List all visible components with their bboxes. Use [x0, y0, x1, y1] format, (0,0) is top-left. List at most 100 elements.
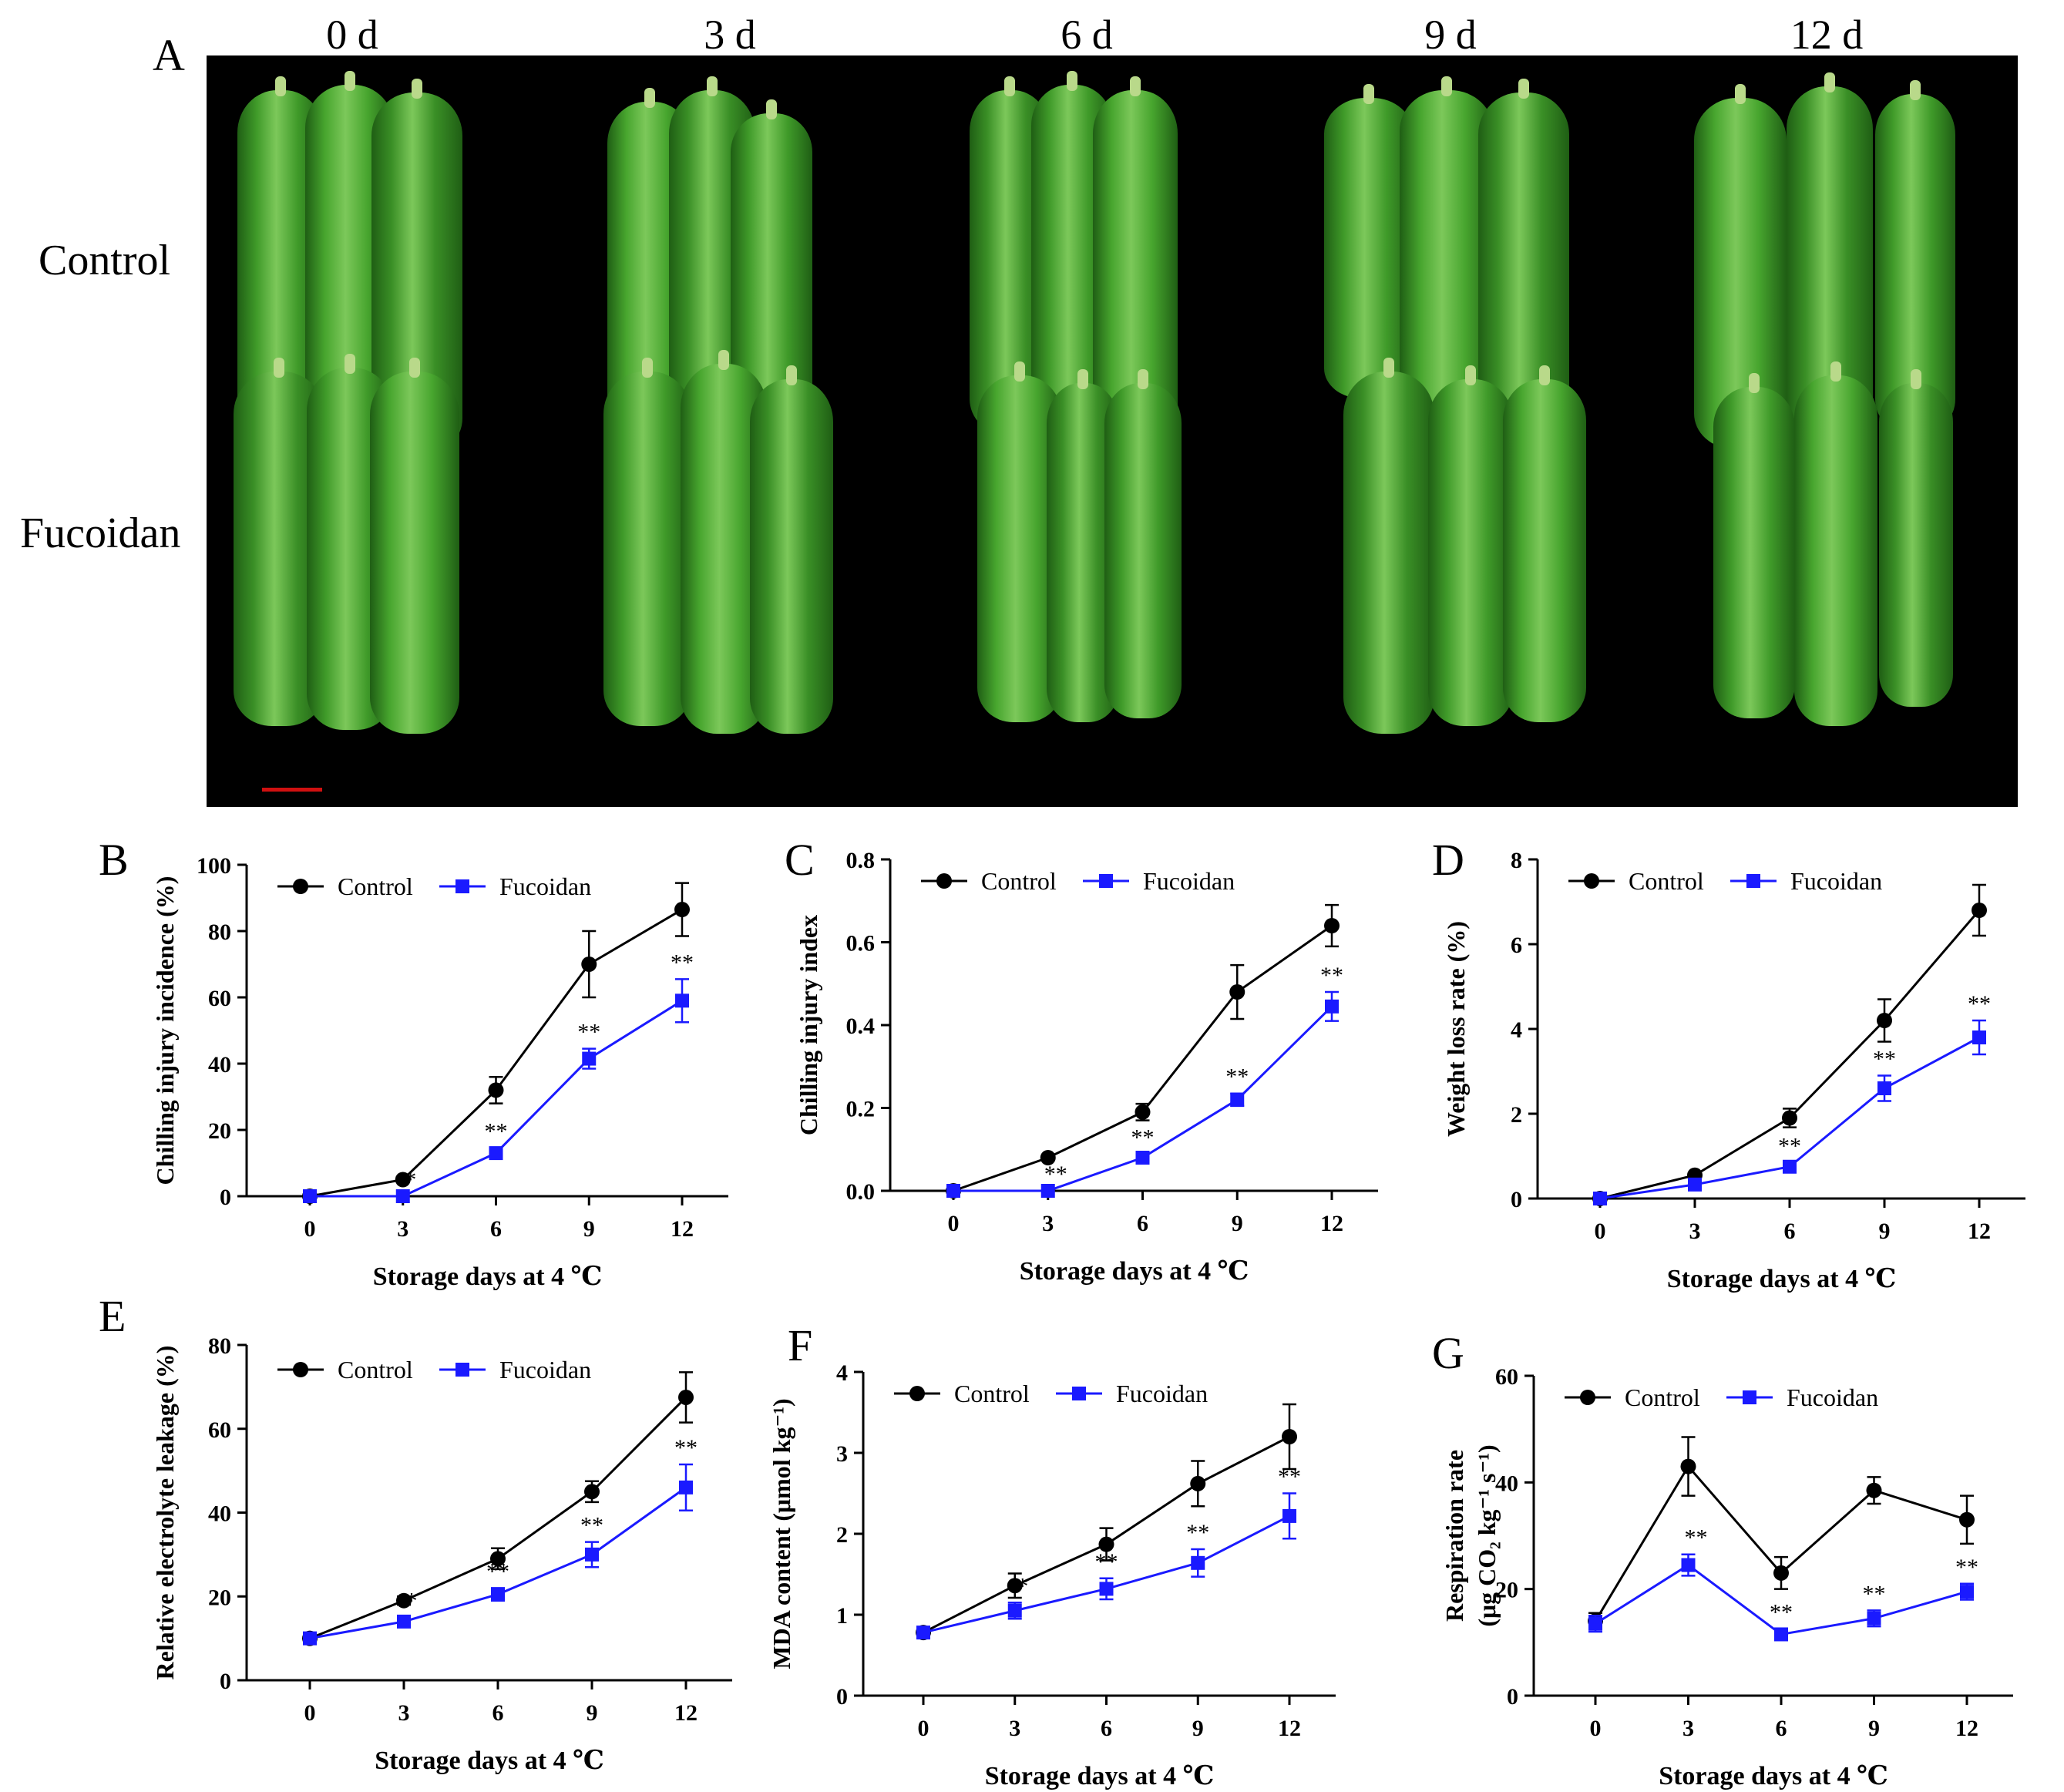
- scale-bar: [262, 788, 322, 792]
- data-point-fucoidan: [946, 1184, 960, 1198]
- cucumber-image: [603, 372, 691, 726]
- significance-marker: **: [1685, 1525, 1708, 1551]
- data-point-fucoidan: [1593, 1192, 1607, 1205]
- y-axis-label: (μg CO₂ kg⁻¹ s⁻¹): [1473, 1444, 1501, 1626]
- x-tick-label: 12: [1320, 1211, 1343, 1236]
- data-point-fucoidan: [916, 1626, 930, 1640]
- data-point-control: [1877, 1013, 1892, 1028]
- data-point-fucoidan: [1688, 1177, 1702, 1192]
- y-tick-label: 0.0: [846, 1179, 876, 1205]
- y-tick-label: 6: [1511, 933, 1522, 958]
- x-tick-label: 9: [587, 1700, 598, 1726]
- x-tick-label: 9: [1192, 1716, 1204, 1741]
- significance-marker: **: [580, 1513, 603, 1538]
- data-point-control: [1040, 1150, 1056, 1165]
- x-tick-label: 6: [492, 1700, 504, 1726]
- cucumber-stem: [1363, 84, 1374, 104]
- data-point-control: [584, 1484, 600, 1500]
- row-label-control: Control: [39, 237, 171, 284]
- cucumber-image: [370, 372, 459, 734]
- y-tick-label: 4: [836, 1360, 848, 1386]
- day-label-12: 12 d: [1790, 12, 1864, 58]
- cucumber-stem: [1749, 373, 1760, 393]
- significance-marker: **: [671, 950, 694, 975]
- cucumber-stem: [345, 71, 355, 91]
- significance-marker: *: [406, 1588, 418, 1613]
- cucumber-stem: [1911, 369, 1921, 389]
- significance-marker: **: [1186, 1520, 1209, 1545]
- x-tick-label: 0: [1595, 1219, 1606, 1244]
- legend-label-control: Control: [981, 867, 1057, 895]
- data-point-fucoidan: [1040, 1184, 1055, 1198]
- data-point-fucoidan: [303, 1189, 317, 1203]
- significance-marker: **: [1044, 1162, 1067, 1187]
- data-point-fucoidan: [1972, 1030, 1986, 1044]
- x-tick-label: 6: [490, 1216, 502, 1242]
- y-axis-label: Weight loss rate (%): [1442, 921, 1470, 1137]
- x-tick-label: 9: [583, 1216, 595, 1242]
- data-point-fucoidan: [1960, 1585, 1974, 1599]
- x-tick-label: 0: [304, 1700, 316, 1726]
- legend-label-control: Control: [338, 872, 413, 900]
- data-point-control: [1190, 1475, 1206, 1491]
- legend-label-fucoidan: Fucoidan: [1116, 1380, 1208, 1407]
- data-point-control: [1229, 984, 1245, 1000]
- x-tick-label: 9: [1232, 1211, 1243, 1236]
- data-point-fucoidan: [1783, 1159, 1797, 1174]
- cucumber-stem: [766, 99, 777, 119]
- legend-marker-fucoidan: [1746, 874, 1760, 888]
- data-point-fucoidan: [397, 1614, 411, 1629]
- data-point-fucoidan: [585, 1547, 599, 1562]
- significance-marker: **: [1778, 1133, 1801, 1158]
- y-tick-label: 20: [1495, 1578, 1518, 1603]
- legend-label-control: Control: [954, 1380, 1030, 1407]
- y-tick-label: 60: [208, 986, 231, 1011]
- y-tick-label: 20: [208, 1585, 231, 1610]
- significance-marker: **: [486, 1558, 509, 1584]
- data-point-fucoidan: [395, 1189, 410, 1203]
- y-tick-label: 0: [836, 1684, 848, 1710]
- x-tick-label: 3: [397, 1216, 408, 1242]
- cucumber-image: [1794, 375, 1877, 726]
- x-axis-label: Storage days at 4 ℃: [1659, 1762, 1888, 1790]
- legend-label-fucoidan: Fucoidan: [1143, 867, 1235, 895]
- panel-letter-d: D: [1432, 835, 1464, 885]
- significance-marker: *: [405, 1167, 416, 1192]
- cucumber-stem: [1824, 72, 1835, 92]
- panel-letter-f: F: [788, 1320, 812, 1370]
- cucumber-image: [1879, 383, 1953, 707]
- chart-chilling-injury-incidence: B 0 20 40 60 80 100 0 3 6 9 12 Storage days at 4 ℃ Ch…: [99, 835, 728, 1291]
- chart-relative-electrolyte-leakage: E 0 20 40 60 80 0 3 6 9 12 Storage days at 4 ℃ Relat…: [99, 1291, 732, 1775]
- cucumber-stem: [1014, 361, 1025, 382]
- row-label-fucoidan: Fucoidan: [20, 509, 181, 557]
- panel-letter-a: A: [153, 30, 185, 80]
- y-axis-label: Relative electrolyte leakage (%): [151, 1346, 179, 1680]
- x-tick-label: 9: [1868, 1716, 1880, 1741]
- cucumber-stem: [642, 358, 653, 378]
- data-point-control: [1866, 1482, 1882, 1498]
- data-point-control: [395, 1172, 411, 1188]
- y-tick-label: 1: [836, 1603, 848, 1629]
- data-point-fucoidan: [1099, 1582, 1114, 1596]
- y-axis-label: Chilling injury index: [795, 915, 822, 1135]
- legend-marker-fucoidan: [455, 1363, 469, 1377]
- legend-marker-control: [293, 1362, 308, 1377]
- panel-letter-c: C: [785, 835, 815, 885]
- data-point-control: [674, 902, 690, 918]
- x-tick-label: 0: [948, 1211, 960, 1236]
- cucumber-image: [1104, 383, 1182, 718]
- x-tick-label: 3: [398, 1700, 410, 1726]
- y-tick-label: 40: [1495, 1471, 1518, 1496]
- data-point-fucoidan: [1007, 1603, 1022, 1618]
- data-point-control: [1959, 1511, 1975, 1528]
- x-tick-label: 3: [1009, 1716, 1020, 1741]
- significance-marker: *: [1017, 1573, 1028, 1599]
- legend-marker-control: [293, 879, 308, 894]
- data-point-control: [490, 1551, 506, 1567]
- data-point-control: [488, 1082, 504, 1098]
- data-point-control: [678, 1389, 694, 1405]
- data-point-control: [1007, 1578, 1023, 1594]
- day-label-0: 0 d: [326, 12, 378, 58]
- panel-letter-g: G: [1432, 1328, 1464, 1378]
- cucumber-stem: [1518, 79, 1529, 99]
